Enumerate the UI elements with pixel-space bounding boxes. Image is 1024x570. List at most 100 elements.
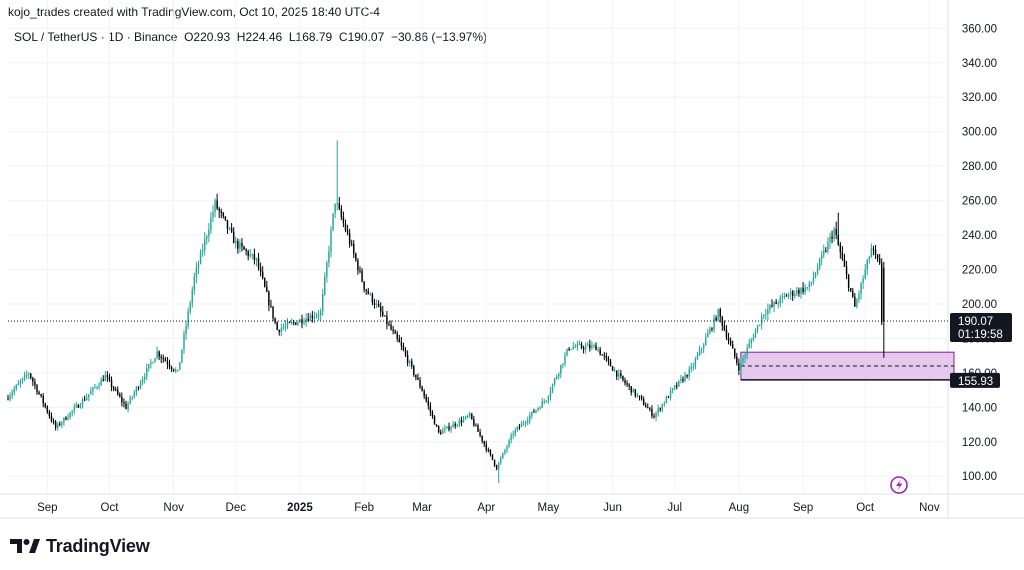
candle-body xyxy=(214,200,216,212)
candle-body xyxy=(495,465,498,470)
candle-body xyxy=(555,376,558,379)
candle-body xyxy=(56,423,59,428)
price-tick-label: 120.00 xyxy=(962,437,997,449)
candle-body xyxy=(700,348,703,350)
zone-price-tag[interactable] xyxy=(950,372,1000,388)
candle-body xyxy=(595,345,597,351)
candle-body xyxy=(245,249,247,252)
candle-body xyxy=(881,263,883,323)
candle-body xyxy=(866,259,868,270)
candle-body xyxy=(584,346,587,350)
candle-body xyxy=(189,302,191,312)
candle-body xyxy=(326,262,328,277)
candle-body xyxy=(771,305,773,307)
candle-body xyxy=(117,389,119,395)
candle-body xyxy=(264,278,266,287)
candle-body xyxy=(456,424,459,426)
candle-body xyxy=(96,386,98,388)
candle-body xyxy=(332,213,334,230)
candle-body xyxy=(305,318,307,323)
candle-body xyxy=(433,416,436,425)
candle-body xyxy=(504,450,506,454)
candle-body xyxy=(69,412,71,418)
candle-body xyxy=(497,462,500,470)
candle-body xyxy=(744,355,746,359)
candle-body xyxy=(125,403,127,409)
price-axis[interactable]: 100.00120.00140.00160.00180.00200.00220.… xyxy=(950,23,1012,483)
candle-body xyxy=(587,344,589,347)
candle-body xyxy=(831,236,833,239)
time-axis[interactable]: Sep Oct Nov Dec 2025 Feb Mar Apr May Jun Jul Aug Sep… xyxy=(37,502,940,514)
candle-body xyxy=(123,402,125,404)
candle-body xyxy=(317,315,320,317)
price-tick-label: 200.00 xyxy=(962,299,997,311)
candle-body xyxy=(512,434,514,436)
candle-body xyxy=(88,394,90,398)
candle-body xyxy=(137,387,140,389)
candle-body xyxy=(315,315,318,317)
low-label: L xyxy=(288,30,296,44)
candle-body xyxy=(402,345,405,351)
candle-body xyxy=(373,302,376,306)
candle-body xyxy=(375,304,378,306)
candle-body xyxy=(170,366,173,370)
candle-body xyxy=(67,417,69,420)
candle-body xyxy=(767,309,769,315)
candle-body xyxy=(427,400,430,406)
candle-body xyxy=(471,413,473,420)
candle-body xyxy=(110,379,113,388)
candle-body xyxy=(597,349,599,351)
candle-body xyxy=(168,364,171,367)
tradingview-logo[interactable]: TradingView xyxy=(10,535,150,557)
candle-body xyxy=(468,413,471,417)
flash-icon[interactable] xyxy=(890,476,908,494)
candle-body xyxy=(208,229,210,237)
candle-body xyxy=(353,244,355,254)
time-tick-label: Dec xyxy=(226,502,247,514)
candle-body xyxy=(251,253,254,255)
candle-body xyxy=(719,309,721,318)
candle-body xyxy=(44,403,46,407)
candle-body xyxy=(800,287,802,294)
candle-body xyxy=(177,369,179,371)
candle-body xyxy=(659,408,661,410)
candle-body xyxy=(36,385,38,393)
candle-body xyxy=(201,249,204,252)
candle-body xyxy=(814,273,817,278)
candle-body xyxy=(647,407,649,409)
candle-body xyxy=(295,322,297,325)
candle-body xyxy=(232,231,235,244)
candle-body xyxy=(21,378,24,382)
candle-body xyxy=(812,277,815,282)
candle-body xyxy=(104,375,107,381)
candle-body xyxy=(628,384,630,387)
candle-body xyxy=(193,276,196,291)
candle-body xyxy=(686,374,688,377)
candle-body xyxy=(417,377,419,380)
candle-body xyxy=(688,369,690,377)
candle-body xyxy=(150,362,152,365)
candle-body xyxy=(243,246,245,250)
candle-body xyxy=(818,258,821,269)
candle-body xyxy=(655,412,657,418)
last-price-tag[interactable] xyxy=(950,313,1012,343)
candle-body xyxy=(551,384,554,392)
candle-body xyxy=(286,322,289,326)
candle-body xyxy=(663,402,666,405)
candle-body xyxy=(829,236,831,242)
candle-body xyxy=(574,346,577,348)
candle-body xyxy=(79,405,82,408)
candle-body xyxy=(549,391,552,397)
candle-body xyxy=(257,258,260,268)
candle-body xyxy=(334,203,336,214)
candle-body xyxy=(13,389,15,393)
candle-body xyxy=(59,423,61,426)
candle-body xyxy=(562,363,564,365)
candle-body xyxy=(533,411,535,413)
candle-body xyxy=(624,380,626,384)
candle-body xyxy=(241,243,243,247)
candle-body xyxy=(280,328,283,333)
candle-body xyxy=(197,263,200,268)
candle-body xyxy=(199,251,202,264)
